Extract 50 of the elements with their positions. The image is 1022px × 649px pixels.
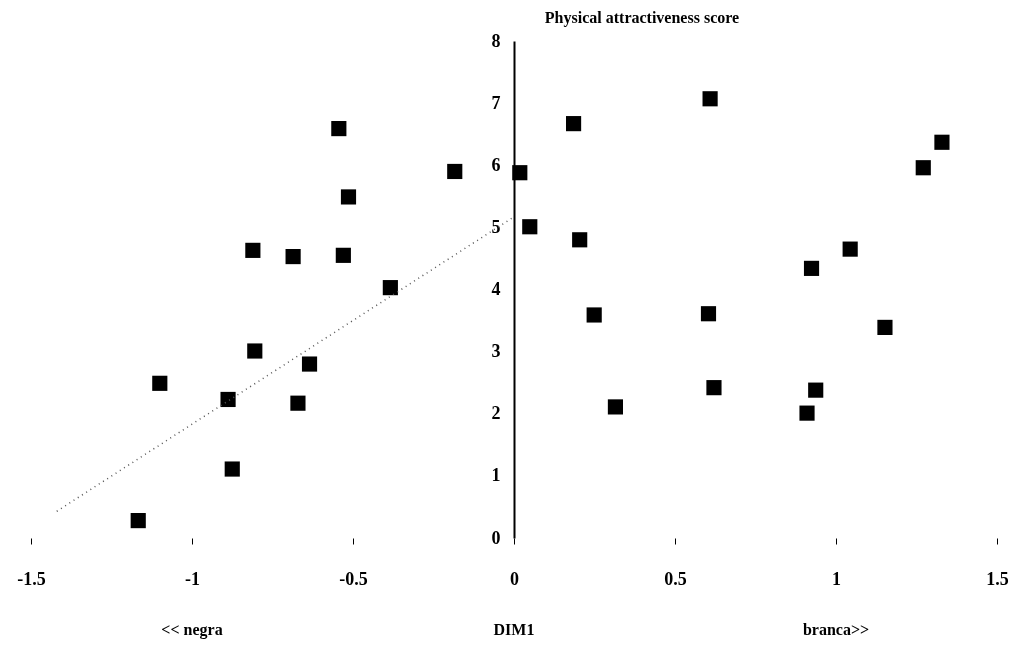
point <box>803 260 820 276</box>
y-tick-label: 1 <box>491 465 501 486</box>
x-tick-label: 1.5 <box>986 568 1009 589</box>
point <box>808 382 824 398</box>
y-tick-label: 6 <box>491 154 501 175</box>
point <box>245 242 261 258</box>
text: branca>> <box>802 621 870 638</box>
point <box>512 165 528 181</box>
point <box>877 319 893 335</box>
point <box>799 405 815 421</box>
point <box>301 356 318 372</box>
x-tick-label: -1.5 <box>17 568 46 589</box>
point <box>447 163 463 180</box>
point <box>382 280 398 296</box>
point <box>220 391 236 408</box>
y-tick-label: 8 <box>491 30 501 51</box>
x-tick-label: 1 <box>832 568 841 589</box>
point <box>152 375 168 391</box>
point <box>331 121 347 137</box>
point <box>247 343 263 359</box>
y-axis-title: Physical attractiveness score <box>544 9 740 27</box>
point <box>702 91 718 107</box>
point <box>565 116 582 132</box>
y-tick-label: 0 <box>491 527 501 548</box>
text: << negra <box>161 621 223 639</box>
x-tick-label: 0.5 <box>664 568 687 589</box>
y-tick-label: 2 <box>491 403 501 424</box>
point <box>915 160 931 176</box>
point <box>842 241 858 257</box>
point <box>130 513 146 529</box>
point <box>586 307 602 323</box>
point <box>700 306 717 322</box>
point <box>607 399 624 415</box>
point <box>290 395 306 411</box>
x-axis-title: DIM1 <box>493 621 535 638</box>
y-tick-label: 7 <box>491 92 501 113</box>
point <box>224 461 240 477</box>
x-tick-label: 0 <box>510 568 519 589</box>
point <box>934 134 950 150</box>
point <box>522 219 538 235</box>
y-tick-label: 3 <box>491 341 501 362</box>
point <box>706 380 722 396</box>
point <box>335 247 351 263</box>
point <box>340 189 357 205</box>
point <box>285 248 301 265</box>
x-tick-label: -0.5 <box>339 568 368 589</box>
y-tick-label: 5 <box>491 216 501 237</box>
x-tick-label: -1 <box>185 568 200 589</box>
y-tick-label: 4 <box>491 279 501 299</box>
point <box>572 232 588 248</box>
